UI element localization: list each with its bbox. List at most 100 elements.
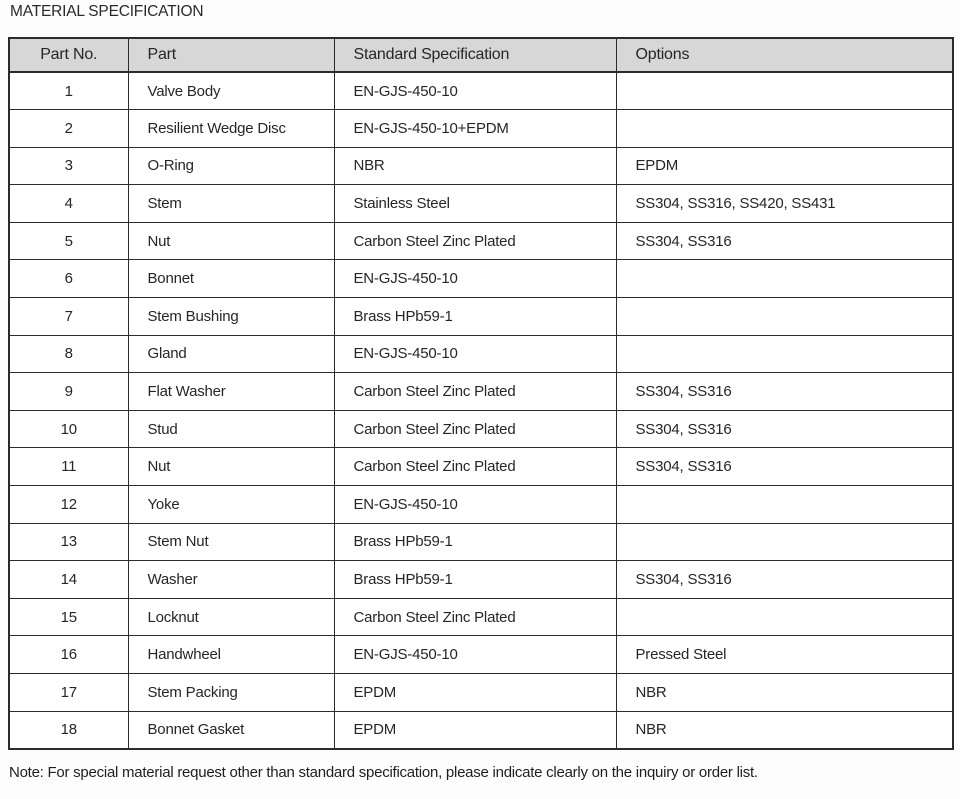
cell-options: SS304, SS316 — [615, 221, 954, 261]
cell-part-no: 14 — [8, 560, 129, 599]
cell-part: Locknut — [127, 597, 335, 637]
cell-part-no: 1 — [8, 71, 129, 111]
cell-part-no: 3 — [8, 146, 129, 186]
cell-standard-specification: Stainless Steel — [333, 184, 617, 223]
cell-part: Stem Packing — [127, 673, 335, 712]
table-row: 14 Washer Brass HPb59-1 SS304, SS316 — [8, 560, 954, 599]
cell-options: Pressed Steel — [615, 635, 954, 674]
cell-part-no: 6 — [8, 259, 129, 299]
material-specification-table: Part No. Part Standard Specification Opt… — [8, 37, 954, 750]
cell-part: Stud — [127, 409, 335, 449]
cell-options: SS304, SS316 — [615, 447, 954, 487]
cell-standard-specification: NBR — [333, 146, 617, 186]
cell-part-no: 18 — [8, 710, 129, 750]
table-row: 2 Resilient Wedge Disc EN-GJS-450-10+EPDM — [8, 109, 954, 148]
cell-part-no: 17 — [8, 673, 129, 712]
column-header-standard-specification: Standard Specification — [333, 37, 617, 73]
cell-part: Stem — [127, 184, 335, 223]
table-row: 16 Handwheel EN-GJS-450-10 Pressed Steel — [8, 635, 954, 674]
table-row: 13 Stem Nut Brass HPb59-1 — [8, 522, 954, 562]
cell-part: Stem Bushing — [127, 297, 335, 336]
cell-options — [615, 109, 954, 148]
cell-part: Bonnet Gasket — [127, 710, 335, 750]
table-row: 3 O-Ring NBR EPDM — [8, 146, 954, 186]
cell-part: Yoke — [127, 485, 335, 524]
cell-standard-specification: EN-GJS-450-10 — [333, 635, 617, 674]
cell-part-no: 11 — [8, 447, 129, 487]
cell-standard-specification: EPDM — [333, 673, 617, 712]
table-row: 5 Nut Carbon Steel Zinc Plated SS304, SS316 — [8, 221, 954, 261]
cell-standard-specification: EN-GJS-450-10+EPDM — [333, 109, 617, 148]
cell-part: Handwheel — [127, 635, 335, 674]
note-text: Note: For special material request other… — [9, 763, 758, 781]
cell-part-no: 2 — [8, 109, 129, 148]
table-row: 12 Yoke EN-GJS-450-10 — [8, 485, 954, 524]
cell-options — [615, 334, 954, 374]
cell-part: Valve Body — [127, 71, 335, 111]
cell-options — [615, 597, 954, 637]
cell-part: O-Ring — [127, 146, 335, 186]
cell-standard-specification: EN-GJS-450-10 — [333, 71, 617, 111]
cell-options — [615, 259, 954, 299]
cell-standard-specification: Brass HPb59-1 — [333, 297, 617, 336]
cell-options: SS304, SS316 — [615, 372, 954, 411]
column-header-options: Options — [615, 37, 954, 73]
cell-standard-specification: Carbon Steel Zinc Plated — [333, 409, 617, 449]
table-row: 8 Gland EN-GJS-450-10 — [8, 334, 954, 374]
cell-options: EPDM — [615, 146, 954, 186]
cell-options — [615, 71, 954, 111]
cell-standard-specification: EPDM — [333, 710, 617, 750]
cell-part-no: 16 — [8, 635, 129, 674]
cell-standard-specification: EN-GJS-450-10 — [333, 259, 617, 299]
table-row: 18 Bonnet Gasket EPDM NBR — [8, 710, 954, 750]
column-header-part-no: Part No. — [8, 37, 129, 73]
cell-options: NBR — [615, 710, 954, 750]
table-row: 1 Valve Body EN-GJS-450-10 — [8, 71, 954, 111]
cell-standard-specification: EN-GJS-450-10 — [333, 334, 617, 374]
cell-part: Resilient Wedge Disc — [127, 109, 335, 148]
cell-part: Gland — [127, 334, 335, 374]
cell-options — [615, 297, 954, 336]
cell-part-no: 5 — [8, 221, 129, 261]
cell-options — [615, 522, 954, 562]
table-row: 15 Locknut Carbon Steel Zinc Plated — [8, 597, 954, 637]
cell-options: NBR — [615, 673, 954, 712]
cell-part: Flat Washer — [127, 372, 335, 411]
cell-part-no: 13 — [8, 522, 129, 562]
table-row: 6 Bonnet EN-GJS-450-10 — [8, 259, 954, 299]
table-row: 17 Stem Packing EPDM NBR — [8, 673, 954, 712]
cell-options: SS304, SS316 — [615, 409, 954, 449]
cell-part-no: 12 — [8, 485, 129, 524]
cell-part: Washer — [127, 560, 335, 599]
table-row: 10 Stud Carbon Steel Zinc Plated SS304, SS3… — [8, 409, 954, 449]
cell-part: Nut — [127, 221, 335, 261]
cell-part: Bonnet — [127, 259, 335, 299]
table-row: 4 Stem Stainless Steel SS304, SS316, SS420,… — [8, 184, 954, 223]
cell-options: SS304, SS316 — [615, 560, 954, 599]
table-row: 9 Flat Washer Carbon Steel Zinc Plated SS30… — [8, 372, 954, 411]
table-header-row: Part No. Part Standard Specification Opt… — [8, 37, 954, 73]
cell-part-no: 4 — [8, 184, 129, 223]
cell-options — [615, 485, 954, 524]
cell-part: Nut — [127, 447, 335, 487]
cell-part-no: 8 — [8, 334, 129, 374]
cell-part-no: 15 — [8, 597, 129, 637]
cell-standard-specification: Carbon Steel Zinc Plated — [333, 372, 617, 411]
table-row: 7 Stem Bushing Brass HPb59-1 — [8, 297, 954, 336]
cell-standard-specification: Carbon Steel Zinc Plated — [333, 447, 617, 487]
cell-standard-specification: Brass HPb59-1 — [333, 560, 617, 599]
table-row: 11 Nut Carbon Steel Zinc Plated SS304, SS31… — [8, 447, 954, 487]
cell-part: Stem Nut — [127, 522, 335, 562]
column-header-part: Part — [127, 37, 335, 73]
cell-part-no: 10 — [8, 409, 129, 449]
cell-standard-specification: EN-GJS-450-10 — [333, 485, 617, 524]
cell-standard-specification: Carbon Steel Zinc Plated — [333, 597, 617, 637]
cell-part-no: 9 — [8, 372, 129, 411]
cell-standard-specification: Carbon Steel Zinc Plated — [333, 221, 617, 261]
page-title: MATERIAL SPECIFICATION — [10, 3, 204, 20]
table-body: 1 Valve Body EN-GJS-450-10 2 Resilient Wedge… — [8, 71, 954, 750]
cell-standard-specification: Brass HPb59-1 — [333, 522, 617, 562]
cell-part-no: 7 — [8, 297, 129, 336]
cell-options: SS304, SS316, SS420, SS431 — [615, 184, 954, 223]
